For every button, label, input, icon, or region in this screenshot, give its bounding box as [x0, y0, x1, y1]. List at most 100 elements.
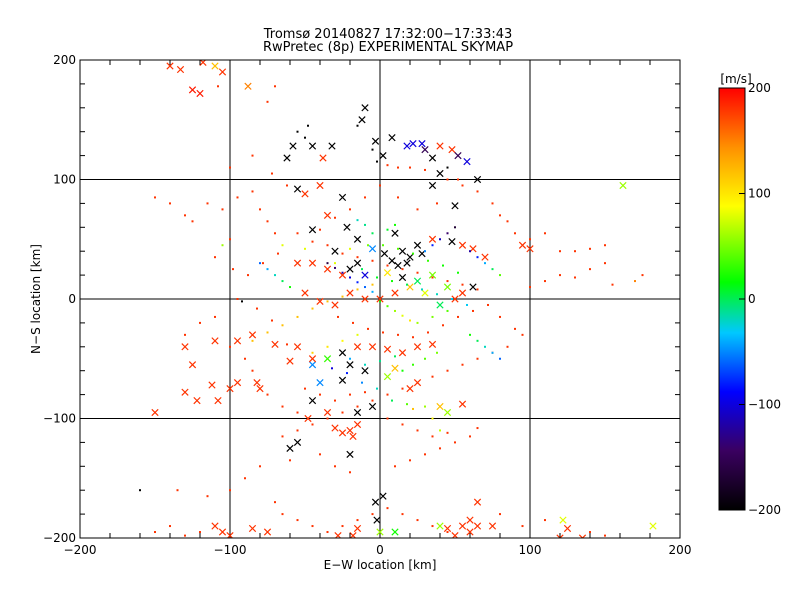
- data-point-dot: [424, 357, 426, 360]
- data-point-dot: [341, 339, 344, 342]
- data-point-dot: [274, 85, 276, 88]
- data-point-dot: [296, 411, 299, 414]
- data-point-dot: [371, 232, 374, 235]
- data-point-dot: [296, 232, 299, 235]
- data-point-dot: [514, 327, 516, 330]
- data-point-x: [218, 528, 227, 536]
- data-point-dot: [559, 250, 561, 253]
- data-point-dot: [394, 309, 396, 312]
- data-point-dot: [382, 331, 384, 334]
- data-point-dot: [457, 271, 459, 274]
- data-point-dot: [421, 288, 423, 291]
- data-point-x: [518, 241, 527, 249]
- data-point-x: [293, 438, 302, 447]
- data-point-dot: [341, 252, 344, 255]
- data-point-dot: [386, 264, 389, 267]
- data-point-dot: [431, 244, 434, 247]
- data-point-dot: [251, 369, 254, 372]
- data-point-dot: [641, 274, 644, 277]
- data-point-x: [448, 146, 456, 154]
- data-point-dot: [401, 369, 404, 372]
- data-point-dot: [491, 351, 494, 354]
- data-point-dot: [296, 315, 299, 318]
- data-point-dot: [469, 435, 471, 438]
- data-point-dot: [424, 405, 426, 408]
- data-point-dot: [326, 531, 329, 534]
- data-point-dot: [277, 252, 279, 255]
- data-point-x: [391, 528, 399, 536]
- data-point-x: [286, 357, 294, 365]
- data-point-dot: [431, 375, 434, 378]
- data-point-x: [358, 116, 366, 124]
- data-point-dot: [289, 459, 291, 462]
- data-point-x: [308, 226, 317, 234]
- data-point-dot: [229, 166, 231, 169]
- data-point-dot: [214, 256, 216, 259]
- data-point-dot: [356, 519, 359, 522]
- data-point-dot: [521, 525, 524, 528]
- data-point-dot: [331, 367, 333, 370]
- data-point-dot: [397, 333, 399, 336]
- data-point-x: [286, 444, 294, 452]
- data-point-x: [338, 349, 347, 357]
- data-point-x: [181, 343, 189, 351]
- data-point-dot: [259, 262, 261, 265]
- data-point-dot: [431, 417, 434, 420]
- data-point-dot: [341, 295, 344, 298]
- data-point-dot: [499, 214, 501, 217]
- data-point-dot: [412, 336, 414, 339]
- data-point-dot: [281, 244, 284, 247]
- data-point-dot: [349, 276, 351, 279]
- data-point-x: [428, 154, 437, 162]
- data-point-dot: [334, 465, 336, 468]
- data-point-dot: [476, 256, 479, 259]
- data-point-dot: [304, 136, 306, 139]
- data-point-dot: [262, 262, 264, 265]
- data-point-x: [323, 265, 332, 273]
- data-point-x: [436, 301, 444, 309]
- data-point-x: [308, 396, 317, 405]
- data-point-dot: [281, 513, 284, 516]
- data-point-x: [379, 151, 387, 160]
- data-point-x: [371, 498, 380, 506]
- data-point-dot: [184, 534, 186, 537]
- data-point-dot: [221, 244, 224, 247]
- data-point-dot: [341, 271, 344, 274]
- data-point-dot: [364, 391, 366, 394]
- data-point-dot: [436, 202, 438, 205]
- data-point-dot: [431, 525, 434, 528]
- data-point-dot: [521, 333, 524, 336]
- data-point-dot: [499, 357, 501, 360]
- data-point-x: [383, 269, 392, 277]
- data-point-dot: [397, 196, 399, 199]
- data-point-dot: [491, 268, 494, 271]
- data-point-dot: [274, 274, 276, 277]
- data-point-dot: [356, 219, 359, 222]
- data-point-x: [323, 408, 332, 417]
- data-point-dot: [266, 220, 269, 223]
- data-point-dot: [364, 286, 366, 289]
- data-point-dot: [311, 351, 314, 354]
- data-point-dot: [259, 465, 261, 468]
- data-point-x: [391, 364, 399, 372]
- data-point-x: [316, 181, 324, 190]
- y-tick-label: 200: [53, 53, 76, 67]
- data-point-x: [319, 154, 327, 162]
- data-point-x: [383, 373, 392, 381]
- data-point-dot: [394, 465, 396, 468]
- data-point-dot: [574, 250, 576, 253]
- data-point-x: [361, 367, 369, 375]
- data-point-dot: [326, 345, 329, 348]
- data-point-dot: [356, 124, 359, 127]
- data-point-x: [338, 376, 347, 384]
- data-point-dot: [229, 238, 231, 241]
- data-point-x: [361, 104, 369, 112]
- x-tick-label: 200: [669, 543, 692, 557]
- data-point-x: [379, 492, 387, 500]
- data-point-dot: [472, 309, 474, 312]
- data-point-dot: [406, 283, 408, 286]
- data-point-dot: [391, 399, 393, 402]
- data-point-dot: [139, 489, 141, 492]
- data-point-dot: [394, 355, 396, 358]
- data-point-x: [466, 516, 474, 524]
